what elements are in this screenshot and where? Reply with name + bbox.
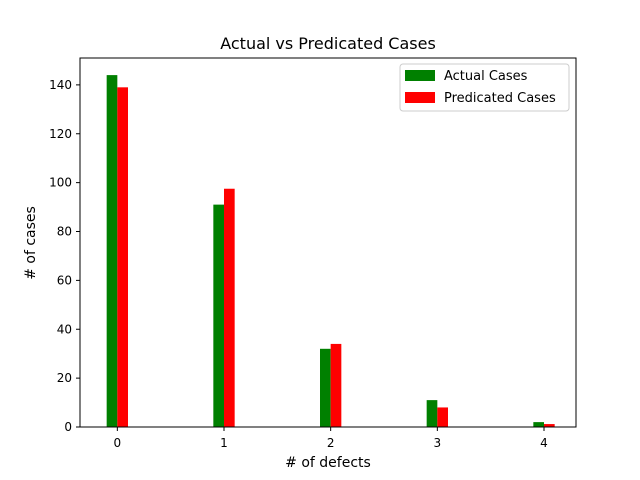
bar-actual-3 bbox=[426, 400, 438, 427]
bar-actual-1 bbox=[213, 204, 224, 427]
x-tick-label: 0 bbox=[114, 436, 122, 450]
y-tick-label: 40 bbox=[57, 322, 72, 336]
x-tick-label: 1 bbox=[220, 436, 228, 450]
legend-label: Predicated Cases bbox=[444, 91, 556, 106]
y-tick-label: 60 bbox=[57, 273, 72, 287]
plot-frame bbox=[79, 57, 577, 428]
legend-label: Actual Cases bbox=[444, 69, 528, 84]
bar-actual-2 bbox=[320, 348, 331, 427]
y-axis-label: # of cases bbox=[23, 206, 39, 280]
bars-group bbox=[106, 75, 555, 428]
bar-predicated-2 bbox=[330, 343, 342, 427]
y-tick-label: 100 bbox=[49, 176, 72, 190]
bar-predicated-4 bbox=[544, 424, 555, 427]
x-axis-label: # of defects bbox=[285, 455, 371, 471]
x-tick-label: 2 bbox=[327, 436, 335, 450]
bar-actual-4 bbox=[533, 422, 544, 427]
y-tick-label: 80 bbox=[57, 225, 72, 239]
x-tick-label: 3 bbox=[434, 436, 442, 450]
x-tick-label: 4 bbox=[540, 436, 548, 450]
bar-predicated-1 bbox=[224, 188, 235, 427]
bar-predicated-3 bbox=[437, 407, 448, 427]
legend: Actual Cases Predicated Cases bbox=[399, 63, 570, 112]
chart-title: Actual vs Predicated Cases bbox=[220, 34, 436, 53]
legend-swatch bbox=[405, 92, 435, 103]
bar-predicated-0 bbox=[117, 87, 128, 428]
y-tick-label: 20 bbox=[57, 371, 72, 385]
legend-swatch bbox=[405, 70, 435, 81]
y-tick-label: 140 bbox=[49, 78, 72, 92]
y-tick-label: 0 bbox=[64, 420, 72, 434]
legend-box bbox=[399, 63, 570, 112]
bar-actual-0 bbox=[106, 75, 118, 427]
y-tick-label: 120 bbox=[49, 127, 72, 141]
